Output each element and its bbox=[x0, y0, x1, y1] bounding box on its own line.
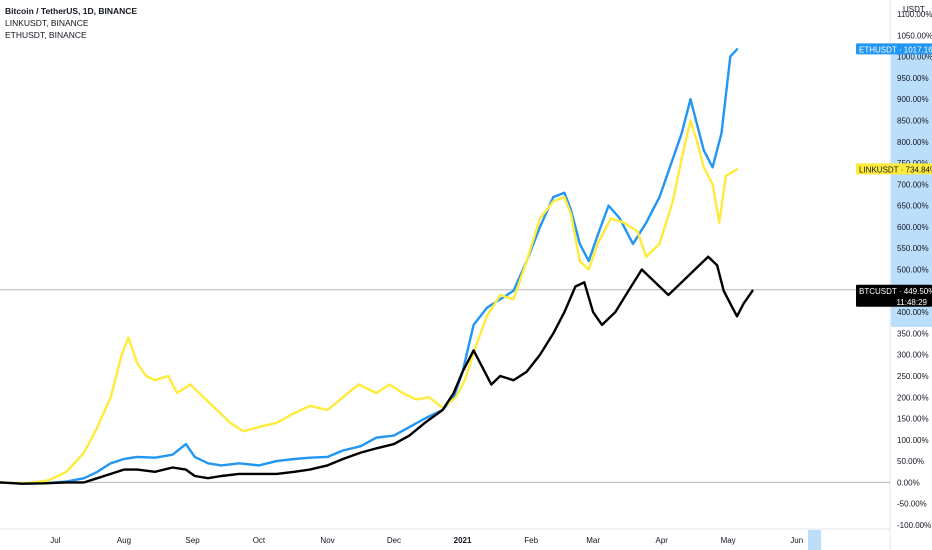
y-tick-label: 1100.00% bbox=[897, 10, 932, 19]
series-line-ethusdt[interactable] bbox=[0, 48, 739, 485]
x-tick-label: Jul bbox=[50, 536, 60, 545]
eth-value-tag-box bbox=[856, 43, 932, 55]
y-tick-label: 800.00% bbox=[897, 138, 929, 147]
x-tick-label: May bbox=[721, 536, 736, 545]
x-tick-label: Oct bbox=[253, 536, 266, 545]
x-tick-label: Nov bbox=[320, 536, 334, 545]
y-tick-label: 950.00% bbox=[897, 74, 929, 83]
legend-eth-symbol[interactable]: ETHUSDT, BINANCE bbox=[5, 30, 87, 40]
series-line-btcusdt[interactable] bbox=[0, 255, 754, 485]
y-tick-label: 650.00% bbox=[897, 202, 929, 211]
x-tick-label: Aug bbox=[117, 536, 131, 545]
y-tick-label: 200.00% bbox=[897, 393, 929, 402]
price-range-highlight bbox=[891, 47, 932, 327]
y-tick-label: 600.00% bbox=[897, 223, 929, 232]
btc-value-tag: BTCUSDT · 449.50% bbox=[859, 287, 932, 296]
btc-value-tag-box bbox=[856, 284, 932, 307]
link-value-tag: LINKUSDT · 734.84% bbox=[859, 165, 932, 174]
y-tick-label: 300.00% bbox=[897, 351, 929, 360]
y-tick-label: 700.00% bbox=[897, 180, 929, 189]
x-tick-label: Sep bbox=[185, 536, 200, 545]
bar-countdown-label: 11:48:29 bbox=[896, 298, 927, 307]
y-tick-label: 1050.00% bbox=[897, 31, 932, 40]
x-tick-label: Mar bbox=[586, 536, 600, 545]
y-tick-label: 0.00% bbox=[897, 478, 920, 487]
y-tick-label: 150.00% bbox=[897, 415, 929, 424]
x-tick-label: Jun bbox=[790, 536, 803, 545]
legend-link-symbol[interactable]: LINKUSDT, BINANCE bbox=[5, 18, 89, 28]
y-tick-label: 900.00% bbox=[897, 95, 929, 104]
x-tick-label: Apr bbox=[656, 536, 669, 545]
y-tick-label: 1000.00% bbox=[897, 53, 932, 62]
y-tick-label: 400.00% bbox=[897, 308, 929, 317]
y-tick-label: 100.00% bbox=[897, 436, 929, 445]
price-axis-unit: USDT bbox=[903, 5, 925, 14]
y-tick-label: 550.00% bbox=[897, 244, 929, 253]
y-tick-label: 500.00% bbox=[897, 266, 929, 275]
eth-value-tag: ETHUSDT · 1017.16% bbox=[859, 45, 932, 54]
legend-main-symbol[interactable]: Bitcoin / TetherUS, 1D, BINANCE bbox=[5, 6, 138, 16]
x-tick-label: 2021 bbox=[454, 536, 472, 545]
series-line-linkusdt[interactable] bbox=[0, 119, 739, 485]
x-tick-label: Feb bbox=[524, 536, 538, 545]
y-tick-label: 850.00% bbox=[897, 116, 929, 125]
chart-legend: Bitcoin / TetherUS, 1D, BINANCE LINKUSDT… bbox=[5, 5, 137, 41]
y-tick-label: 250.00% bbox=[897, 372, 929, 381]
y-tick-label: 50.00% bbox=[897, 457, 924, 466]
link-value-tag-box bbox=[856, 163, 932, 175]
time-range-highlight bbox=[808, 530, 821, 550]
x-tick-label: Dec bbox=[387, 536, 401, 545]
y-tick-label: -50.00% bbox=[897, 500, 927, 509]
y-tick-label: 350.00% bbox=[897, 329, 929, 338]
y-tick-label: -100.00% bbox=[897, 521, 931, 530]
